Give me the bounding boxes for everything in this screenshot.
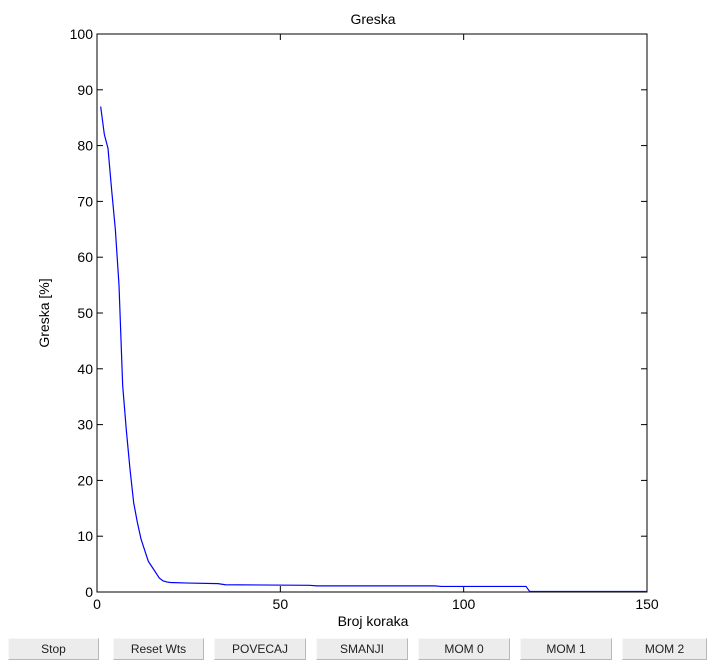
y-tick-label: 90 [77, 82, 93, 98]
increase-button[interactable]: POVECAJ [214, 638, 306, 660]
chart-title: Greska [350, 11, 395, 27]
y-tick-label: 40 [77, 361, 93, 377]
toolbar: Stop Reset Wts POVECAJ SMANJI MOM 0 MOM … [0, 638, 707, 660]
x-tick-label: 100 [452, 596, 476, 612]
y-tick-label: 70 [77, 193, 93, 209]
x-tick-label: 0 [93, 596, 101, 612]
y-tick-label: 80 [77, 138, 93, 154]
y-tick-label: 50 [77, 305, 93, 321]
y-axis: 0 10 20 30 40 50 60 70 80 90 100 [70, 26, 647, 600]
x-axis-label: Broj koraka [338, 613, 409, 629]
y-tick-label: 30 [77, 417, 93, 433]
y-tick-label: 0 [85, 584, 93, 600]
y-tick-label: 60 [77, 249, 93, 265]
y-axis-label: Greska [%] [36, 278, 52, 347]
decrease-button[interactable]: SMANJI [316, 638, 408, 660]
y-tick-label: 10 [77, 528, 93, 544]
x-tick-label: 50 [273, 596, 289, 612]
y-tick-label: 100 [70, 26, 94, 42]
x-tick-label: 150 [635, 596, 659, 612]
y-tick-label: 20 [77, 472, 93, 488]
plot-area [96, 33, 648, 593]
x-axis: 0 50 100 150 [93, 34, 659, 612]
series-line [100, 106, 647, 593]
stop-button[interactable]: Stop [8, 638, 99, 660]
